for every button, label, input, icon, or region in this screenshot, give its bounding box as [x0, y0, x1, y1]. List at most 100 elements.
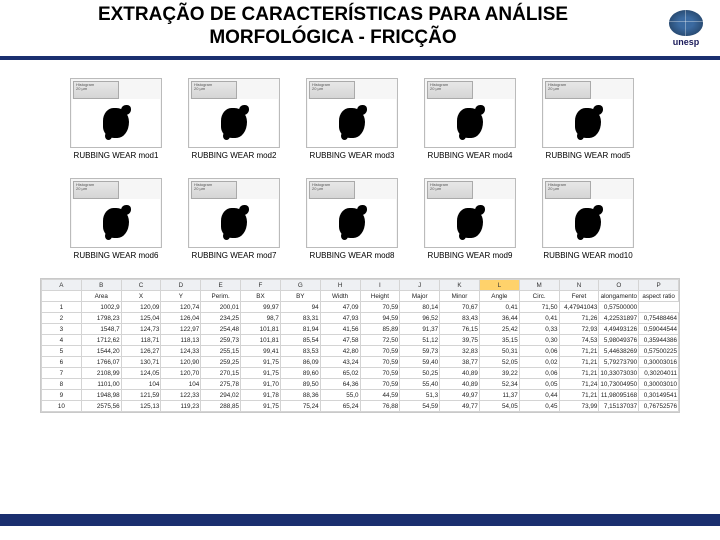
cell[interactable]: 86,09 — [280, 357, 320, 368]
col-letter[interactable]: H — [320, 280, 360, 291]
cell[interactable]: 85,54 — [280, 335, 320, 346]
cell[interactable]: 4,22531897 — [599, 313, 639, 324]
cell[interactable]: 124,73 — [121, 324, 161, 335]
cell[interactable]: 51,12 — [400, 335, 440, 346]
col-letter[interactable]: C — [121, 280, 161, 291]
cell[interactable]: 11,98095168 — [599, 390, 639, 401]
col-letter[interactable]: A — [42, 280, 82, 291]
col-letter[interactable]: O — [599, 280, 639, 291]
cell[interactable]: 124,05 — [121, 368, 161, 379]
cell[interactable]: 47,09 — [320, 302, 360, 313]
cell[interactable]: 91,37 — [400, 324, 440, 335]
cell[interactable]: 54,59 — [400, 401, 440, 412]
cell[interactable]: 39,22 — [479, 368, 519, 379]
cell[interactable]: 71,21 — [559, 346, 599, 357]
col-letter[interactable]: G — [280, 280, 320, 291]
cell[interactable]: 47,93 — [320, 313, 360, 324]
cell[interactable]: 74,53 — [559, 335, 599, 346]
cell[interactable]: 0,30149541 — [639, 390, 679, 401]
cell[interactable]: 9 — [42, 390, 82, 401]
cell[interactable]: 70,67 — [440, 302, 480, 313]
cell[interactable]: 1712,62 — [81, 335, 121, 346]
cell[interactable]: 98,7 — [241, 313, 281, 324]
cell[interactable]: 0,75488464 — [639, 313, 679, 324]
cell[interactable]: 234,25 — [201, 313, 241, 324]
cell[interactable]: 0,59044544 — [639, 324, 679, 335]
cell[interactable]: 11,37 — [479, 390, 519, 401]
cell[interactable]: 65,02 — [320, 368, 360, 379]
cell[interactable]: 125,13 — [121, 401, 161, 412]
cell[interactable]: 32,83 — [440, 346, 480, 357]
cell[interactable]: 10,73004950 — [599, 379, 639, 390]
cell[interactable]: 72,50 — [360, 335, 400, 346]
cell[interactable]: 75,24 — [280, 401, 320, 412]
cell[interactable]: 122,33 — [161, 390, 201, 401]
cell[interactable]: 101,81 — [241, 335, 281, 346]
cell[interactable]: 55,0 — [320, 390, 360, 401]
table-row[interactable]: 72108,99124,05120,70270,1591,7589,6065,0… — [42, 368, 679, 379]
cell[interactable]: 71,21 — [559, 357, 599, 368]
cell[interactable]: 76,88 — [360, 401, 400, 412]
cell[interactable]: 91,78 — [241, 390, 281, 401]
cell[interactable]: 10,33073030 — [599, 368, 639, 379]
cell[interactable]: 50,31 — [479, 346, 519, 357]
cell[interactable]: 120,74 — [161, 302, 201, 313]
col-letter[interactable]: N — [559, 280, 599, 291]
cell[interactable]: 41,56 — [320, 324, 360, 335]
cell[interactable]: 25,42 — [479, 324, 519, 335]
cell[interactable]: 259,25 — [201, 357, 241, 368]
cell[interactable]: 270,15 — [201, 368, 241, 379]
cell[interactable]: 44,59 — [360, 390, 400, 401]
cell[interactable]: 0,41 — [479, 302, 519, 313]
cell[interactable]: 104 — [161, 379, 201, 390]
cell[interactable]: 51,3 — [400, 390, 440, 401]
cell[interactable]: 49,97 — [440, 390, 480, 401]
cell[interactable]: 130,71 — [121, 357, 161, 368]
cell[interactable]: 91,75 — [241, 401, 281, 412]
cell[interactable]: 119,23 — [161, 401, 201, 412]
cell[interactable]: 5,98049376 — [599, 335, 639, 346]
cell[interactable]: 4,49493126 — [599, 324, 639, 335]
table-row[interactable]: 41712,62118,71118,13259,73101,8185,5447,… — [42, 335, 679, 346]
col-letter[interactable]: P — [639, 280, 679, 291]
col-letter[interactable]: K — [440, 280, 480, 291]
cell[interactable]: 118,71 — [121, 335, 161, 346]
cell[interactable]: 71,26 — [559, 313, 599, 324]
cell[interactable]: 5 — [42, 346, 82, 357]
cell[interactable]: 259,73 — [201, 335, 241, 346]
cell[interactable]: 0,76752576 — [639, 401, 679, 412]
cell[interactable]: 76,15 — [440, 324, 480, 335]
cell[interactable]: 1798,23 — [81, 313, 121, 324]
cell[interactable]: 288,85 — [201, 401, 241, 412]
cell[interactable]: 0,57500225 — [639, 346, 679, 357]
cell[interactable]: 121,59 — [121, 390, 161, 401]
cell[interactable]: 1548,7 — [81, 324, 121, 335]
cell[interactable]: 1 — [42, 302, 82, 313]
cell[interactable]: 65,24 — [320, 401, 360, 412]
cell[interactable]: 104 — [121, 379, 161, 390]
cell[interactable]: 0,35944386 — [639, 335, 679, 346]
cell[interactable]: 0,33 — [519, 324, 559, 335]
cell[interactable]: 70,59 — [360, 379, 400, 390]
cell[interactable]: 120,09 — [121, 302, 161, 313]
cell[interactable]: 101,81 — [241, 324, 281, 335]
cell[interactable]: 118,13 — [161, 335, 201, 346]
cell[interactable]: 5,79273790 — [599, 357, 639, 368]
col-letter[interactable]: F — [241, 280, 281, 291]
cell[interactable]: 49,77 — [440, 401, 480, 412]
cell[interactable]: 7,15137037 — [599, 401, 639, 412]
cell[interactable]: 71,21 — [559, 368, 599, 379]
cell[interactable]: 52,05 — [479, 357, 519, 368]
cell[interactable]: 0,41 — [519, 313, 559, 324]
cell[interactable]: 54,05 — [479, 401, 519, 412]
table-row[interactable]: 31548,7124,73122,97254,48101,8181,9441,5… — [42, 324, 679, 335]
cell[interactable]: 2575,56 — [81, 401, 121, 412]
cell[interactable]: 124,33 — [161, 346, 201, 357]
cell[interactable]: 275,78 — [201, 379, 241, 390]
cell[interactable]: 52,34 — [479, 379, 519, 390]
cell[interactable]: 83,53 — [280, 346, 320, 357]
cell[interactable]: 91,70 — [241, 379, 281, 390]
cell[interactable]: 64,36 — [320, 379, 360, 390]
col-letter[interactable]: L — [479, 280, 519, 291]
cell[interactable]: 120,70 — [161, 368, 201, 379]
